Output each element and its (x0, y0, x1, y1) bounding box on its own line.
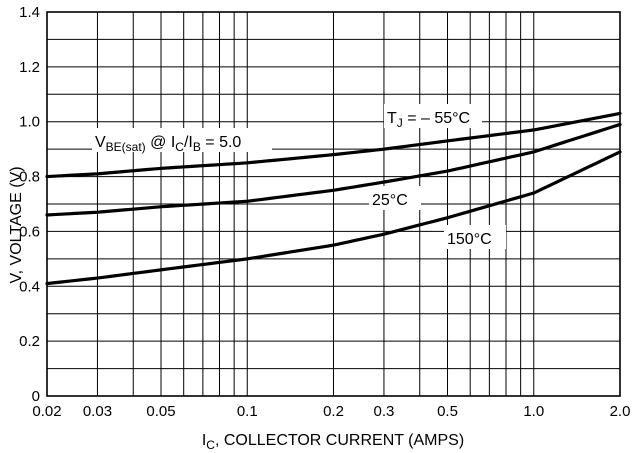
series-group (45, 111, 622, 286)
series-label-25: 25°C (372, 192, 408, 209)
x-tick-label: 1.0 (523, 403, 544, 420)
series-line-t-150 (45, 150, 622, 286)
vbe-annotation-bg (92, 128, 272, 152)
label-bg-150 (444, 225, 506, 249)
y-tick-label: 1.4 (19, 4, 40, 21)
x-tick-label: 0.5 (437, 403, 458, 420)
series-line-tj-minus-55 (45, 111, 622, 179)
grid (46, 11, 621, 397)
x-tick-label: 0.2 (323, 403, 344, 420)
series-line-t-25 (45, 122, 622, 217)
y-tick-label: 0.2 (19, 333, 40, 350)
x-tick-label: 2.0 (610, 403, 631, 420)
x-tick-labels: 0.02 0.03 0.05 0.1 0.2 0.3 0.5 1.0 2.0 (32, 403, 630, 420)
y-tick-label: 0.4 (19, 278, 40, 295)
y-tick-label: 1.2 (19, 59, 40, 76)
y-tick-label: 0.6 (19, 223, 40, 240)
series-label-150: 150°C (447, 231, 492, 248)
plot-frame (46, 11, 621, 397)
y-axis-title: V, VOLTAGE (V) (8, 166, 25, 283)
x-tick-label: 0.1 (237, 403, 258, 420)
label-bg-tj-minus-55 (384, 104, 482, 128)
vbe-annotation: VBE(sat) @ IC/IB = 5.0 (95, 134, 241, 154)
x-tick-label: 0.02 (32, 403, 61, 420)
series-label-tj-minus-55: TJ = – 55°C (387, 110, 470, 130)
y-tick-label: 0 (32, 388, 40, 405)
x-tick-label: 0.05 (146, 403, 175, 420)
x-tick-label: 0.03 (83, 403, 112, 420)
y-tick-label: 1.0 (19, 114, 40, 131)
y-tick-label: 0.8 (19, 169, 40, 186)
x-tick-label: 0.3 (374, 403, 395, 420)
label-bg-25 (369, 186, 421, 210)
x-axis-title: IC, COLLECTOR CURRENT (AMPS) (202, 432, 464, 452)
y-tick-labels: 0 0.2 0.4 0.6 0.8 1.0 1.2 1.4 (19, 4, 40, 405)
